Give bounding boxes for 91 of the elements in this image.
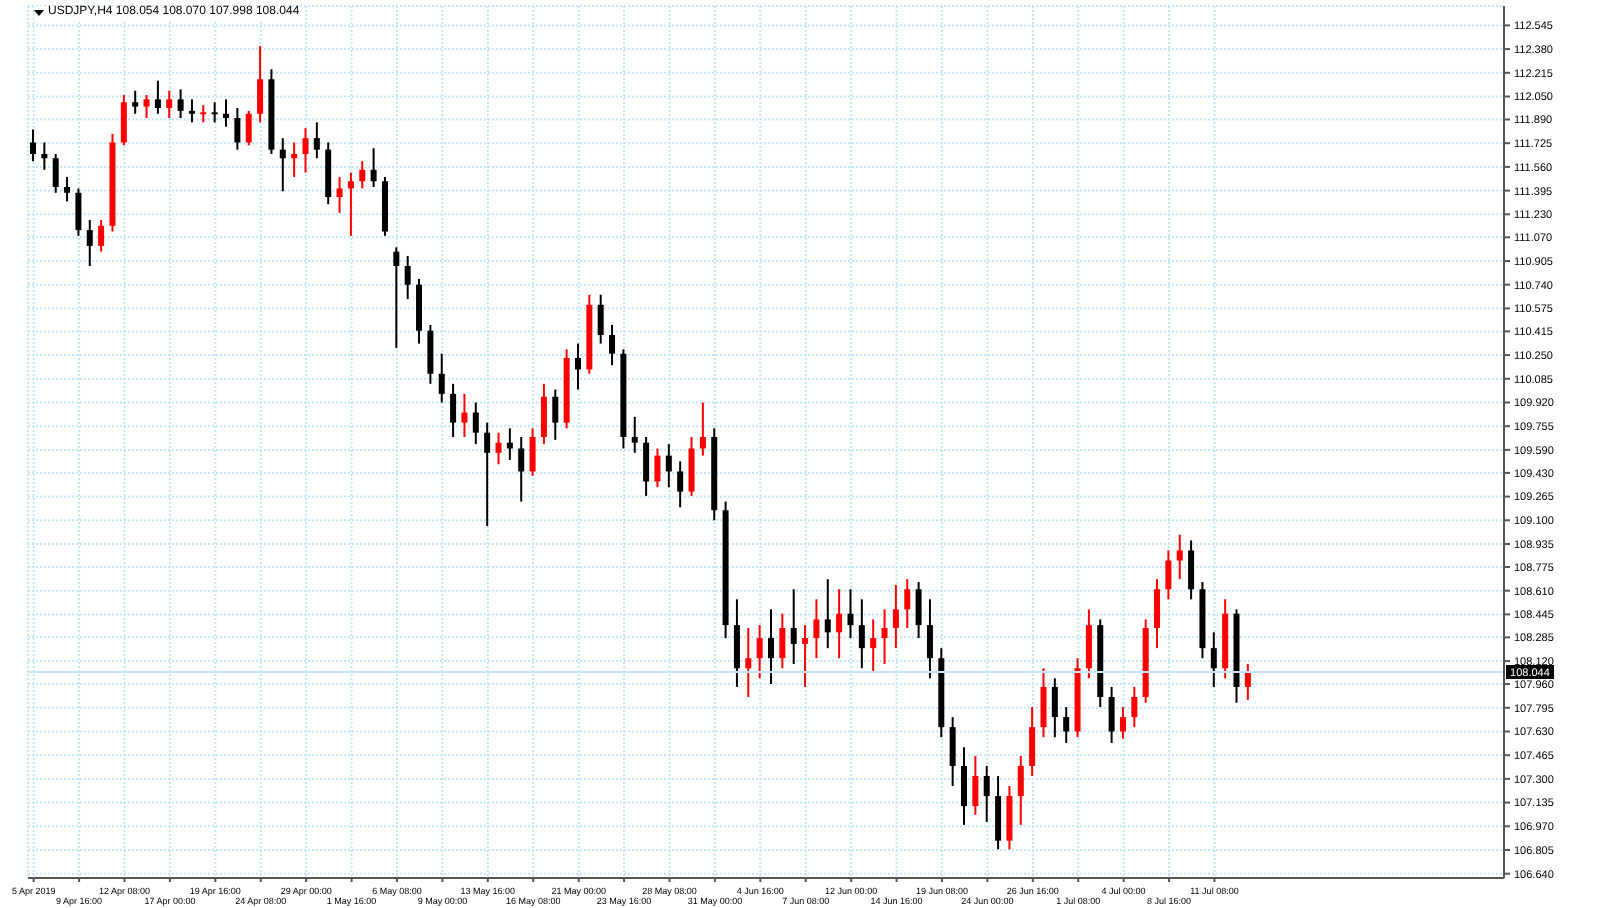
candlestick xyxy=(790,588,797,665)
candlestick xyxy=(995,775,1002,851)
candlestick xyxy=(484,421,491,528)
candlestick xyxy=(518,435,525,503)
candlestick xyxy=(540,382,547,446)
candlestick xyxy=(347,171,354,237)
candlestick xyxy=(336,175,343,214)
candlestick xyxy=(41,141,48,171)
candlestick xyxy=(1188,539,1195,601)
candlestick xyxy=(779,612,786,670)
candlestick xyxy=(1051,677,1058,739)
candlestick xyxy=(847,588,854,640)
candlestick xyxy=(154,79,161,115)
candlestick xyxy=(325,141,332,206)
candlestick xyxy=(756,624,763,680)
candlestick xyxy=(257,45,264,124)
candlestick xyxy=(234,107,241,151)
candlestick xyxy=(870,618,877,674)
candlestick xyxy=(188,98,195,124)
candlestick xyxy=(1165,549,1172,601)
candlestick xyxy=(1131,685,1138,729)
candlestick xyxy=(120,94,127,147)
candlestick xyxy=(574,342,581,391)
candlestick xyxy=(1006,785,1013,851)
candlestick xyxy=(166,89,173,120)
candlestick xyxy=(359,160,366,190)
candlestick xyxy=(597,293,604,345)
candlestick xyxy=(654,447,661,489)
candlestick xyxy=(472,401,479,446)
candlestick xyxy=(1210,631,1217,688)
candlestick xyxy=(1017,754,1024,826)
candlestick xyxy=(64,175,71,203)
candlestick xyxy=(143,94,150,120)
candlestick xyxy=(836,588,843,660)
candlestick xyxy=(313,121,320,160)
candlestick xyxy=(699,401,706,457)
candlestick xyxy=(302,127,309,174)
candlestick xyxy=(915,581,922,640)
candlestick xyxy=(824,578,831,650)
candlestick xyxy=(949,716,956,788)
candlestick xyxy=(461,392,468,438)
candlestick xyxy=(768,608,774,686)
candlestick xyxy=(904,578,911,630)
candlestick xyxy=(245,109,252,147)
candlestick xyxy=(961,746,968,826)
candlestick xyxy=(393,246,400,349)
candlestick xyxy=(665,443,672,489)
candlestick xyxy=(98,219,105,253)
candlestick xyxy=(1119,706,1126,740)
candlestick xyxy=(677,460,684,509)
candlestick xyxy=(52,152,59,194)
candlestick xyxy=(1154,578,1161,650)
candlestick xyxy=(926,598,933,680)
candlestick xyxy=(1040,667,1047,739)
candlestick xyxy=(279,137,286,193)
candlestick xyxy=(450,382,457,438)
candlestick xyxy=(1085,608,1092,680)
candlestick xyxy=(1029,706,1036,777)
candlestick xyxy=(86,219,93,268)
candlestick xyxy=(972,754,979,816)
candlestick xyxy=(132,89,139,115)
candlestick xyxy=(416,277,423,345)
candlestick xyxy=(404,254,411,301)
candlestick xyxy=(892,583,899,650)
candlestick xyxy=(223,98,230,128)
candlestick xyxy=(881,608,888,665)
candlestick xyxy=(529,427,536,477)
candlestick xyxy=(688,435,695,497)
candlestick xyxy=(631,415,638,454)
candlestick xyxy=(30,128,36,163)
candlestick xyxy=(552,388,559,441)
candlestick xyxy=(802,624,809,688)
candlestick xyxy=(1244,662,1251,701)
candlestick xyxy=(1176,533,1183,581)
candlestick xyxy=(75,187,82,237)
candlestick xyxy=(495,431,502,466)
candlestick xyxy=(643,435,650,497)
candlestick xyxy=(427,323,434,385)
candlestick xyxy=(983,764,990,823)
candlestick xyxy=(733,598,740,688)
candlestick xyxy=(438,352,445,404)
candlestick xyxy=(1108,685,1115,744)
candlestick xyxy=(858,598,865,670)
candlestick xyxy=(291,141,298,178)
candlestick xyxy=(745,627,752,698)
candlestick xyxy=(609,323,616,367)
candlestick xyxy=(370,147,377,189)
candlestick xyxy=(813,598,820,660)
candlestick xyxy=(1063,706,1070,744)
candlestick xyxy=(177,88,184,120)
candlestick xyxy=(211,101,218,124)
